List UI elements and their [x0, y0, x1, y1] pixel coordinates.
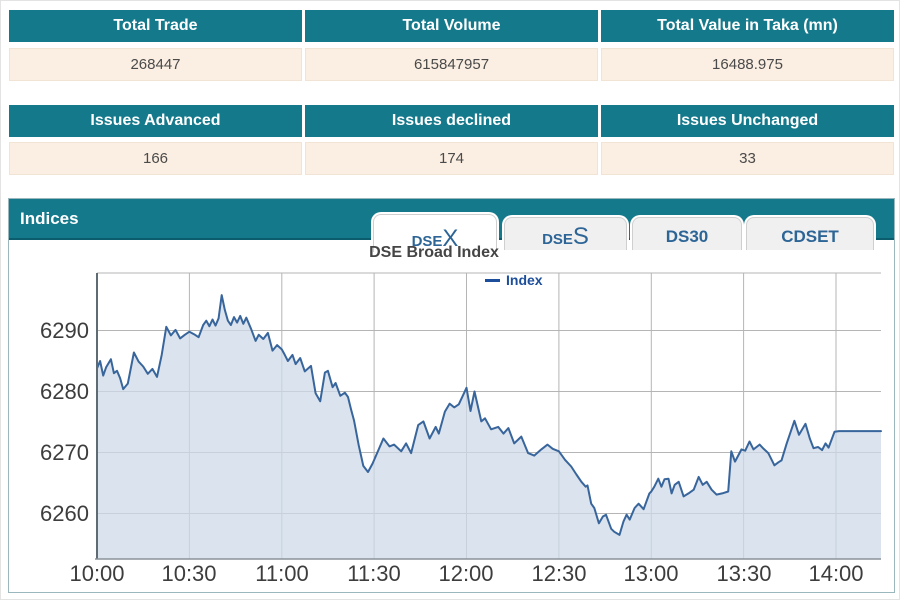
total-summary-table: Total Trade Total Volume Total Value in … — [9, 10, 894, 81]
y-tick-6290: 6290 — [40, 318, 89, 343]
chart-title: DSE Broad Index — [369, 244, 499, 261]
tab-dses-label: DSE — [542, 231, 573, 248]
x-tick-1100: 11:00 — [255, 561, 309, 586]
x-tick-1130: 11:30 — [347, 561, 401, 586]
x-tick-1000: 10:00 — [69, 561, 125, 586]
header-cell-total-volume: Total Volume — [305, 10, 598, 42]
tab-dsex-label-suffix: X — [442, 224, 459, 252]
value-total-value: 16488.975 — [601, 48, 894, 81]
issues-header-row: Issues Advanced Issues declined Issues U… — [9, 105, 894, 137]
value-total-trade: 268447 — [9, 48, 302, 81]
tab-ds30[interactable]: DS30 — [632, 217, 742, 250]
legend-line-marker-icon — [485, 278, 500, 282]
indices-panel-title: Indices — [20, 208, 79, 228]
total-summary-value-row: 268447 615847957 16488.975 — [9, 48, 894, 81]
x-tick-1300: 13:00 — [623, 561, 679, 586]
header-cell-issues-advanced: Issues Advanced — [9, 105, 302, 137]
header-cell-total-value: Total Value in Taka (mn) — [601, 10, 894, 42]
x-tick-1400: 14:00 — [808, 561, 864, 586]
value-issues-advanced: 166 — [9, 142, 302, 175]
value-issues-unchanged: 33 — [601, 142, 894, 175]
tab-cdset[interactable]: CDSET — [746, 217, 874, 250]
x-tick-1330: 13:30 — [716, 561, 772, 586]
tab-dses[interactable]: DSE S — [504, 217, 627, 250]
total-summary-header-row: Total Trade Total Volume Total Value in … — [9, 10, 894, 42]
x-tick-1030: 10:30 — [161, 561, 217, 586]
header-cell-issues-declined: Issues declined — [305, 105, 598, 137]
tab-dsex[interactable]: DSE X — [373, 214, 497, 252]
header-cell-total-trade: Total Trade — [9, 10, 302, 42]
chart-legend: Index — [485, 272, 543, 288]
value-issues-declined: 174 — [305, 142, 598, 175]
x-tick-1230: 12:30 — [531, 561, 587, 586]
tab-ds30-label: DS30 — [665, 227, 709, 247]
x-tick-1200: 12:00 — [438, 561, 494, 586]
issues-value-row: 166 174 33 — [9, 142, 894, 175]
header-cell-issues-unchanged: Issues Unchanged — [601, 105, 894, 137]
tab-cdset-label: CDSET — [781, 227, 839, 247]
y-tick-6280: 6280 — [40, 379, 89, 404]
tab-dses-label-suffix: S — [572, 222, 589, 250]
value-total-volume: 615847957 — [305, 48, 598, 81]
tab-dsex-label: DSE — [411, 233, 443, 250]
issues-summary-table: Issues Advanced Issues declined Issues U… — [9, 105, 894, 175]
y-tick-6270: 6270 — [40, 440, 89, 465]
legend-series-label: Index — [506, 272, 543, 288]
y-tick-6260: 6260 — [40, 501, 89, 526]
